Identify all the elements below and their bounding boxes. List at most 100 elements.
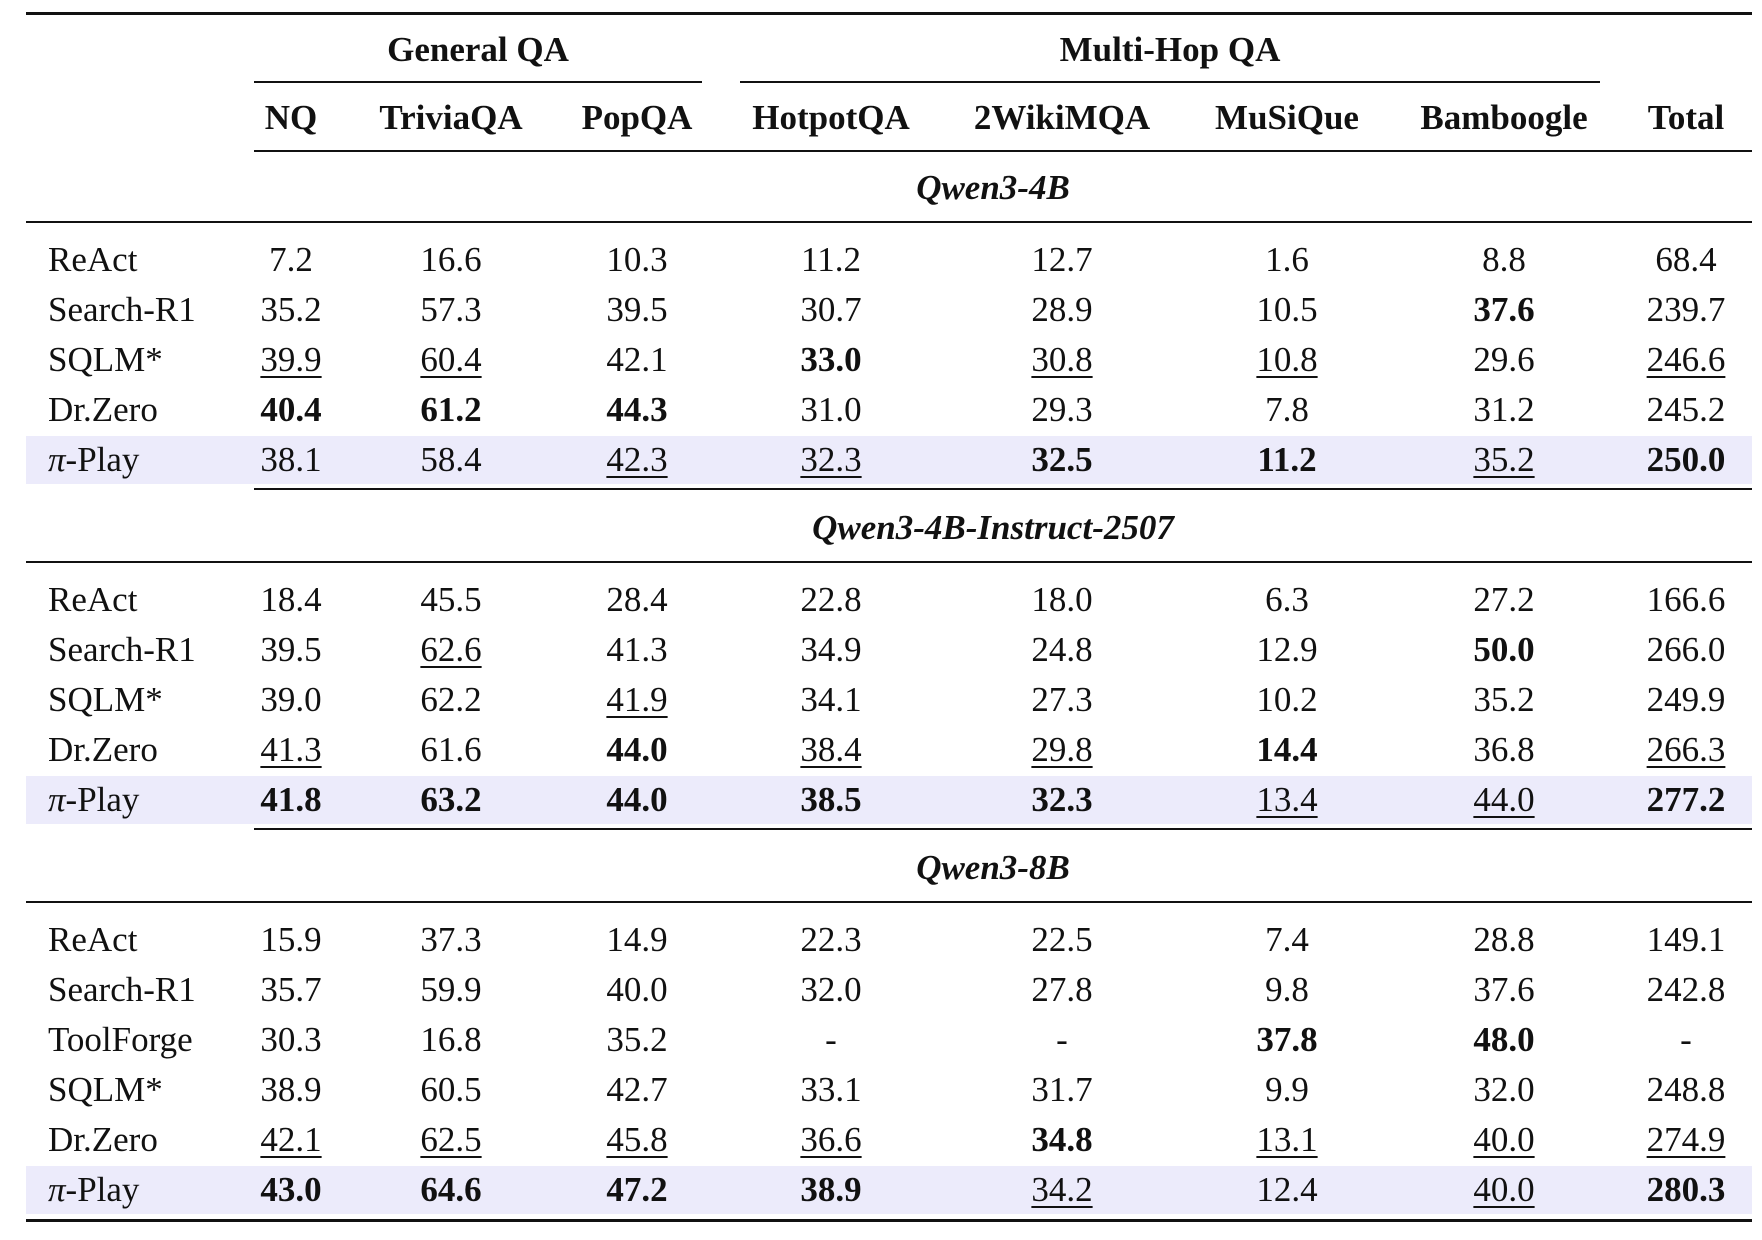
table-cell: 30.7 — [800, 290, 862, 329]
table-cell: 40.0 — [1473, 1120, 1535, 1159]
table-cell: 62.5 — [420, 1120, 482, 1159]
highlight-row-bg — [26, 1166, 1752, 1214]
method-label: π-Play — [48, 1170, 139, 1210]
table-cell: 27.8 — [1031, 970, 1093, 1009]
table-cell: 16.8 — [420, 1020, 482, 1059]
table-cell: 32.0 — [1473, 1070, 1535, 1109]
table-cell: 35.2 — [1473, 440, 1535, 479]
table-cell: 61.2 — [420, 390, 482, 429]
highlight-row-bg — [26, 436, 1752, 484]
table-cell: 31.2 — [1473, 390, 1535, 429]
table-cell: 42.7 — [606, 1070, 668, 1109]
table-cell: 10.3 — [606, 240, 668, 279]
method-label: Dr.Zero — [48, 730, 158, 769]
table-cell: 62.2 — [420, 680, 482, 719]
section-rule — [26, 221, 1752, 223]
method-label: Search-R1 — [48, 290, 196, 329]
section-end-rule — [254, 828, 1752, 830]
table-cell: 47.2 — [606, 1170, 668, 1209]
table-cell: 249.9 — [1646, 680, 1726, 719]
table-cell: 22.8 — [800, 580, 862, 619]
table-cell: 27.3 — [1031, 680, 1093, 719]
table-cell: 37.3 — [420, 920, 482, 959]
table-cell: 38.9 — [800, 1170, 862, 1209]
column-header: MuSiQue — [1215, 98, 1359, 137]
column-header: NQ — [264, 98, 318, 137]
table-cell: 27.2 — [1473, 580, 1535, 619]
table-cell: 13.4 — [1256, 780, 1318, 819]
table-cell: 266.0 — [1646, 630, 1726, 669]
table-cell: 14.4 — [1256, 730, 1318, 769]
table-cell: 45.5 — [420, 580, 482, 619]
table-cell: 7.8 — [1265, 390, 1309, 429]
section-title: Qwen3-4B-Instruct-2507 — [812, 508, 1174, 547]
table-cell: 16.6 — [420, 240, 482, 279]
method-label: SQLM* — [48, 340, 163, 379]
table-cell: 37.6 — [1473, 290, 1535, 329]
table-cell: 8.8 — [1482, 240, 1526, 279]
table-cell: 1.6 — [1265, 240, 1309, 279]
group-rule-multihop — [740, 81, 1600, 83]
table-cell: 22.3 — [800, 920, 862, 959]
table-cell: 7.4 — [1265, 920, 1309, 959]
table-cell: 29.8 — [1031, 730, 1093, 769]
table-cell: 48.0 — [1473, 1020, 1535, 1059]
table-cell: 248.8 — [1646, 1070, 1726, 1109]
section-title: Qwen3-4B — [916, 168, 1070, 207]
table-cell: 36.8 — [1473, 730, 1535, 769]
pi-symbol: π — [48, 1170, 66, 1209]
table-cell: 42.3 — [606, 440, 668, 479]
table-cell: 6.3 — [1265, 580, 1309, 619]
table-cell: 42.1 — [606, 340, 668, 379]
table-cell: 18.0 — [1031, 580, 1093, 619]
table-cell: 35.7 — [260, 970, 322, 1009]
table-cell: 44.0 — [606, 730, 668, 769]
table-cell: 10.2 — [1256, 680, 1318, 719]
table-cell: 33.0 — [800, 340, 862, 379]
method-label: ToolForge — [48, 1020, 193, 1059]
table-cell: 10.8 — [1256, 340, 1318, 379]
table-cell: 29.3 — [1031, 390, 1093, 429]
method-label: SQLM* — [48, 680, 163, 719]
table-cell: 40.4 — [260, 390, 322, 429]
table-cell: 32.3 — [1031, 780, 1093, 819]
table-cell: 38.1 — [260, 440, 322, 479]
column-header: 2WikiMQA — [973, 98, 1151, 137]
method-label: ReAct — [48, 580, 138, 619]
method-label: SQLM* — [48, 1070, 163, 1109]
table-cell: 44.3 — [606, 390, 668, 429]
table-cell: 29.6 — [1473, 340, 1535, 379]
table-cell: 32.5 — [1031, 440, 1093, 479]
column-header: Bamboogle — [1420, 98, 1588, 137]
method-label: Search-R1 — [48, 970, 196, 1009]
table-cell: 7.2 — [269, 240, 313, 279]
table-cell: 22.5 — [1031, 920, 1093, 959]
section-end-rule — [254, 488, 1752, 490]
table-cell: 32.0 — [800, 970, 862, 1009]
method-suffix: -Play — [65, 780, 140, 819]
table-cell: 39.9 — [260, 340, 322, 379]
table-cell: 43.0 — [260, 1170, 322, 1209]
table-cell: 40.0 — [1473, 1170, 1535, 1209]
table-cell: - — [825, 1020, 837, 1059]
table-cell: 60.5 — [420, 1070, 482, 1109]
group-header: Multi-Hop QA — [1059, 30, 1281, 69]
table-cell: 12.4 — [1256, 1170, 1318, 1209]
table-cell: 57.3 — [420, 290, 482, 329]
table-cell: 31.0 — [800, 390, 862, 429]
method-label: Dr.Zero — [48, 1120, 158, 1159]
table-cell: 34.2 — [1031, 1170, 1093, 1209]
column-header: HotpotQA — [752, 98, 910, 137]
table-cell: 45.8 — [606, 1120, 668, 1159]
table-cell: 40.0 — [606, 970, 668, 1009]
table-cell: 63.2 — [420, 780, 482, 819]
table-cell: 245.2 — [1646, 390, 1726, 429]
table-cell: 28.4 — [606, 580, 668, 619]
column-header: TriviaQA — [379, 98, 523, 137]
method-label: Search-R1 — [48, 630, 196, 669]
table-cell: 11.2 — [801, 240, 861, 279]
table-cell: 9.9 — [1265, 1070, 1309, 1109]
table-cell: - — [1056, 1020, 1068, 1059]
table-cell: - — [1680, 1020, 1692, 1059]
